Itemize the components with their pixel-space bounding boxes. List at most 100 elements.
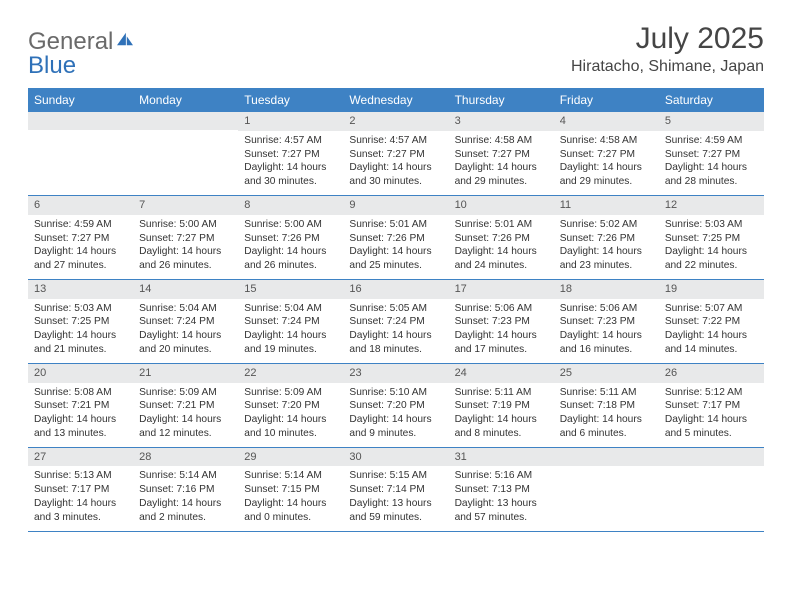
sunrise-text: Sunrise: 5:12 AM xyxy=(665,386,758,400)
sunset-text: Sunset: 7:27 PM xyxy=(665,148,758,162)
logo-text-blue: Blue xyxy=(28,52,135,80)
day-number: 6 xyxy=(28,196,133,215)
daylight-text: and 26 minutes. xyxy=(139,259,232,273)
daylight-text: and 5 minutes. xyxy=(665,427,758,441)
day-number xyxy=(133,112,238,130)
daylight-text: Daylight: 14 hours xyxy=(139,245,232,259)
day-info: Sunrise: 5:15 AMSunset: 7:14 PMDaylight:… xyxy=(343,466,448,530)
day-cell: 19Sunrise: 5:07 AMSunset: 7:22 PMDayligh… xyxy=(659,280,764,363)
sunset-text: Sunset: 7:16 PM xyxy=(139,483,232,497)
daylight-text: and 14 minutes. xyxy=(665,343,758,357)
sunrise-text: Sunrise: 4:59 AM xyxy=(34,218,127,232)
day-number: 9 xyxy=(343,196,448,215)
daylight-text: Daylight: 14 hours xyxy=(34,413,127,427)
daylight-text: Daylight: 14 hours xyxy=(244,497,337,511)
calendar-page: GeneralBlue July 2025 Hiratacho, Shimane… xyxy=(0,0,792,542)
sunrise-text: Sunrise: 4:57 AM xyxy=(244,134,337,148)
day-cell: 18Sunrise: 5:06 AMSunset: 7:23 PMDayligh… xyxy=(554,280,659,363)
daylight-text: Daylight: 14 hours xyxy=(560,413,653,427)
day-number: 26 xyxy=(659,364,764,383)
day-cell: 8Sunrise: 5:00 AMSunset: 7:26 PMDaylight… xyxy=(238,196,343,279)
daylight-text: and 59 minutes. xyxy=(349,511,442,525)
day-info: Sunrise: 5:09 AMSunset: 7:20 PMDaylight:… xyxy=(238,383,343,447)
sunrise-text: Sunrise: 5:01 AM xyxy=(455,218,548,232)
dow-label: Sunday xyxy=(28,88,133,112)
daylight-text: and 9 minutes. xyxy=(349,427,442,441)
title-block: July 2025 Hiratacho, Shimane, Japan xyxy=(571,22,764,76)
day-number: 18 xyxy=(554,280,659,299)
logo-sail-icon xyxy=(115,26,135,54)
sunset-text: Sunset: 7:27 PM xyxy=(349,148,442,162)
day-info: Sunrise: 5:11 AMSunset: 7:19 PMDaylight:… xyxy=(449,383,554,447)
month-title: July 2025 xyxy=(571,22,764,56)
sunset-text: Sunset: 7:24 PM xyxy=(244,315,337,329)
day-cell: 10Sunrise: 5:01 AMSunset: 7:26 PMDayligh… xyxy=(449,196,554,279)
sunset-text: Sunset: 7:26 PM xyxy=(244,232,337,246)
daylight-text: Daylight: 14 hours xyxy=(244,245,337,259)
day-info: Sunrise: 5:09 AMSunset: 7:21 PMDaylight:… xyxy=(133,383,238,447)
day-cell: 7Sunrise: 5:00 AMSunset: 7:27 PMDaylight… xyxy=(133,196,238,279)
dow-label: Friday xyxy=(554,88,659,112)
day-number xyxy=(554,448,659,466)
day-number: 20 xyxy=(28,364,133,383)
sunrise-text: Sunrise: 5:05 AM xyxy=(349,302,442,316)
daylight-text: Daylight: 13 hours xyxy=(349,497,442,511)
day-info: Sunrise: 5:06 AMSunset: 7:23 PMDaylight:… xyxy=(554,299,659,363)
day-number: 27 xyxy=(28,448,133,467)
day-info: Sunrise: 4:57 AMSunset: 7:27 PMDaylight:… xyxy=(343,131,448,195)
sunrise-text: Sunrise: 5:10 AM xyxy=(349,386,442,400)
week-row: 20Sunrise: 5:08 AMSunset: 7:21 PMDayligh… xyxy=(28,364,764,448)
day-cell xyxy=(554,448,659,531)
calendar: Sunday Monday Tuesday Wednesday Thursday… xyxy=(28,88,764,532)
day-cell: 13Sunrise: 5:03 AMSunset: 7:25 PMDayligh… xyxy=(28,280,133,363)
sunrise-text: Sunrise: 5:03 AM xyxy=(665,218,758,232)
day-number: 25 xyxy=(554,364,659,383)
day-cell: 9Sunrise: 5:01 AMSunset: 7:26 PMDaylight… xyxy=(343,196,448,279)
sunrise-text: Sunrise: 5:03 AM xyxy=(34,302,127,316)
sunset-text: Sunset: 7:17 PM xyxy=(665,399,758,413)
day-info: Sunrise: 5:07 AMSunset: 7:22 PMDaylight:… xyxy=(659,299,764,363)
daylight-text: Daylight: 14 hours xyxy=(244,413,337,427)
daylight-text: and 24 minutes. xyxy=(455,259,548,273)
day-cell: 25Sunrise: 5:11 AMSunset: 7:18 PMDayligh… xyxy=(554,364,659,447)
day-info: Sunrise: 5:08 AMSunset: 7:21 PMDaylight:… xyxy=(28,383,133,447)
day-number: 3 xyxy=(449,112,554,131)
daylight-text: Daylight: 14 hours xyxy=(349,329,442,343)
daylight-text: and 16 minutes. xyxy=(560,343,653,357)
daylight-text: Daylight: 14 hours xyxy=(244,161,337,175)
daylight-text: and 17 minutes. xyxy=(455,343,548,357)
sunrise-text: Sunrise: 5:04 AM xyxy=(139,302,232,316)
sunrise-text: Sunrise: 5:07 AM xyxy=(665,302,758,316)
day-cell: 4Sunrise: 4:58 AMSunset: 7:27 PMDaylight… xyxy=(554,112,659,195)
day-info: Sunrise: 5:04 AMSunset: 7:24 PMDaylight:… xyxy=(133,299,238,363)
daylight-text: and 29 minutes. xyxy=(560,175,653,189)
day-number xyxy=(28,112,133,130)
sunset-text: Sunset: 7:26 PM xyxy=(455,232,548,246)
day-info: Sunrise: 5:14 AMSunset: 7:15 PMDaylight:… xyxy=(238,466,343,530)
sunset-text: Sunset: 7:14 PM xyxy=(349,483,442,497)
day-number: 14 xyxy=(133,280,238,299)
day-cell: 3Sunrise: 4:58 AMSunset: 7:27 PMDaylight… xyxy=(449,112,554,195)
daylight-text: and 30 minutes. xyxy=(244,175,337,189)
daylight-text: Daylight: 14 hours xyxy=(455,245,548,259)
sunset-text: Sunset: 7:19 PM xyxy=(455,399,548,413)
daylight-text: Daylight: 14 hours xyxy=(665,161,758,175)
day-number: 21 xyxy=(133,364,238,383)
dow-label: Thursday xyxy=(449,88,554,112)
day-number: 30 xyxy=(343,448,448,467)
day-info: Sunrise: 5:04 AMSunset: 7:24 PMDaylight:… xyxy=(238,299,343,363)
day-number: 19 xyxy=(659,280,764,299)
sunset-text: Sunset: 7:22 PM xyxy=(665,315,758,329)
daylight-text: Daylight: 14 hours xyxy=(34,497,127,511)
sunrise-text: Sunrise: 4:58 AM xyxy=(560,134,653,148)
day-info: Sunrise: 5:12 AMSunset: 7:17 PMDaylight:… xyxy=(659,383,764,447)
week-row: 1Sunrise: 4:57 AMSunset: 7:27 PMDaylight… xyxy=(28,112,764,196)
daylight-text: Daylight: 14 hours xyxy=(139,329,232,343)
day-cell: 23Sunrise: 5:10 AMSunset: 7:20 PMDayligh… xyxy=(343,364,448,447)
day-info: Sunrise: 4:59 AMSunset: 7:27 PMDaylight:… xyxy=(28,215,133,279)
sunset-text: Sunset: 7:26 PM xyxy=(349,232,442,246)
daylight-text: and 23 minutes. xyxy=(560,259,653,273)
sunrise-text: Sunrise: 5:16 AM xyxy=(455,469,548,483)
day-info: Sunrise: 5:11 AMSunset: 7:18 PMDaylight:… xyxy=(554,383,659,447)
day-cell: 15Sunrise: 5:04 AMSunset: 7:24 PMDayligh… xyxy=(238,280,343,363)
